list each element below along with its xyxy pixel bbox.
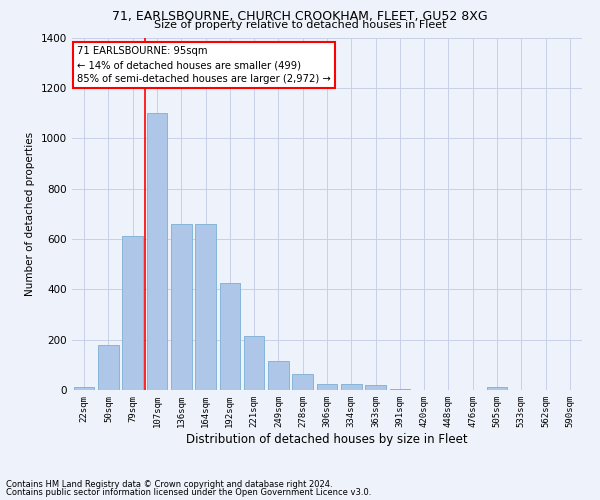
Bar [122,236,143,390]
Bar [74,388,94,390]
Bar [220,283,240,390]
Bar [389,388,410,390]
X-axis label: Distribution of detached houses by size in Fleet: Distribution of detached houses by size … [186,432,468,446]
Y-axis label: Number of detached properties: Number of detached properties [25,132,35,296]
Bar [146,113,167,390]
Bar [365,385,386,390]
Bar [171,224,191,390]
Bar [98,344,119,390]
Bar [487,388,508,390]
Text: Contains public sector information licensed under the Open Government Licence v3: Contains public sector information licen… [6,488,371,497]
Bar [244,336,265,390]
Bar [317,384,337,390]
Bar [292,374,313,390]
Text: Contains HM Land Registry data © Crown copyright and database right 2024.: Contains HM Land Registry data © Crown c… [6,480,332,489]
Bar [268,361,289,390]
Text: 71, EARLSBOURNE, CHURCH CROOKHAM, FLEET, GU52 8XG: 71, EARLSBOURNE, CHURCH CROOKHAM, FLEET,… [112,10,488,23]
Bar [341,384,362,390]
Bar [195,224,216,390]
Text: Size of property relative to detached houses in Fleet: Size of property relative to detached ho… [154,20,446,30]
Text: 71 EARLSBOURNE: 95sqm
← 14% of detached houses are smaller (499)
85% of semi-det: 71 EARLSBOURNE: 95sqm ← 14% of detached … [77,46,331,84]
